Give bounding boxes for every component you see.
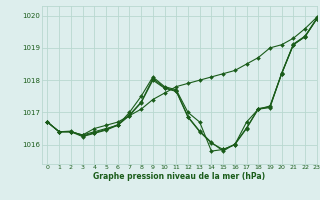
X-axis label: Graphe pression niveau de la mer (hPa): Graphe pression niveau de la mer (hPa) xyxy=(93,172,265,181)
